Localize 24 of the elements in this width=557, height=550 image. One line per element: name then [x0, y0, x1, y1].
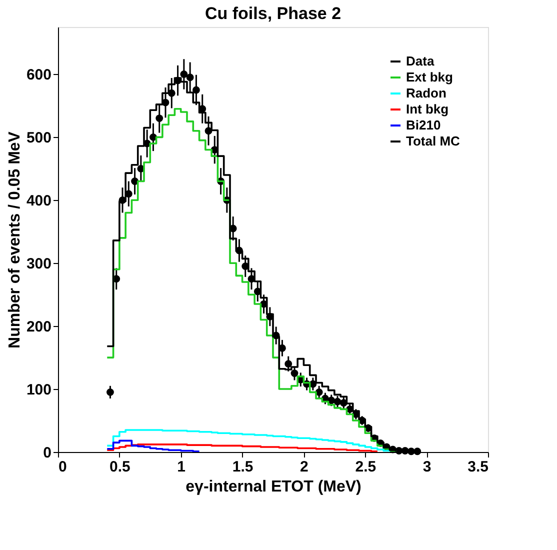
x-tick-label: 1.5 [232, 458, 254, 476]
legend-label: Data [406, 54, 435, 68]
x-tick-label: 2 [300, 458, 308, 476]
x-tick-label: 1 [177, 458, 186, 476]
legend-label: Radon [406, 86, 446, 100]
chart-title: Cu foils, Phase 2 [204, 4, 342, 23]
x-tick-label: 0.5 [110, 458, 130, 476]
y-axis-title: Number of events / 0.05 MeV [6, 131, 24, 348]
y-tick-label: 0 [43, 444, 52, 462]
legend-label: Total MC [406, 134, 461, 148]
x-tick-label: 3.5 [468, 458, 488, 476]
x-tick-label: 0 [58, 458, 67, 476]
y-tick-label: 600 [26, 66, 52, 84]
y-tick-label: 100 [26, 382, 52, 399]
legend-label: Ext bkg [406, 70, 454, 84]
x-axis-title: eγ-internal ETOT (MeV) [186, 478, 362, 496]
y-tick-label: 500 [26, 130, 52, 147]
x-tick-label: 3 [422, 458, 432, 476]
legend-label: Int bkg [406, 102, 449, 116]
legend-label: Bi210 [406, 118, 441, 132]
y-tick-label: 400 [26, 192, 52, 210]
y-tick-label: 300 [26, 256, 52, 273]
x-tick-label: 2.5 [355, 458, 376, 476]
y-tick-label: 200 [26, 318, 52, 336]
